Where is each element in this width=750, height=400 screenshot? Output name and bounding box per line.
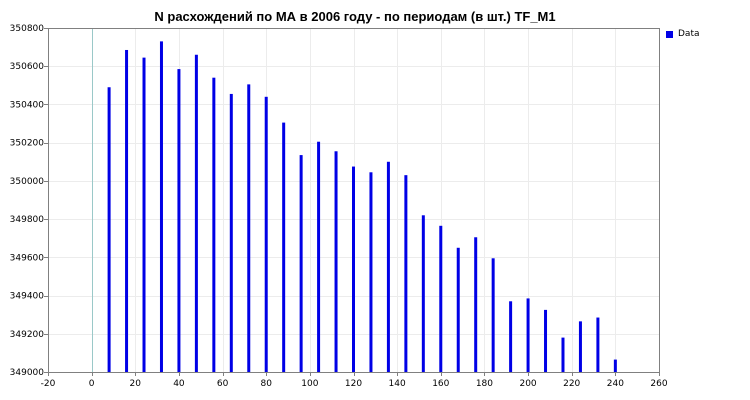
x-tick-label: 260 (650, 379, 667, 389)
x-tick-label: 160 (432, 379, 449, 389)
bar (125, 49, 129, 372)
y-tick-label: 350400 (10, 100, 45, 110)
bar (317, 141, 321, 372)
x-tick-label: 60 (217, 379, 229, 389)
x-tick-label: 0 (89, 379, 95, 389)
bar (282, 122, 286, 372)
x-tick-label: 80 (260, 379, 272, 389)
bar (107, 87, 111, 372)
axis-ticks: -20 0 20 40 60 80 100 120 140 160 180 200 220 240 260 3… (10, 24, 668, 389)
y-tick-label: 349000 (10, 368, 45, 378)
bar (421, 215, 425, 372)
bar (509, 301, 513, 372)
chart-title: N расхождений по МА в 2006 году - по пер… (154, 9, 556, 24)
x-tick-label: 200 (519, 379, 536, 389)
y-tick-label: 350800 (10, 24, 45, 34)
bar (474, 237, 478, 372)
y-tick-label: 349600 (10, 253, 45, 263)
x-tick-label: 240 (607, 379, 624, 389)
x-tick-label: 140 (389, 379, 406, 389)
x-tick-label: -20 (41, 379, 56, 389)
y-tick-label: 349800 (10, 215, 45, 225)
bar (194, 54, 198, 372)
legend: Data (666, 29, 700, 39)
plot-area-border (48, 28, 660, 373)
y-tick-label: 349400 (10, 292, 45, 302)
bar (264, 96, 268, 373)
x-tick-label: 100 (301, 379, 318, 389)
bar (544, 309, 548, 372)
bar-series (107, 41, 617, 373)
bar (386, 161, 390, 372)
bar (247, 84, 251, 372)
bar (352, 166, 355, 372)
bar (229, 93, 233, 372)
bar (561, 337, 565, 372)
bar (142, 57, 146, 372)
bar (456, 247, 460, 372)
bar (159, 41, 163, 372)
bar (369, 172, 373, 372)
x-tick-label: 40 (173, 379, 185, 389)
bar (578, 321, 582, 372)
y-tick-label: 350600 (10, 62, 45, 72)
bar (334, 151, 338, 372)
legend-swatch (666, 30, 673, 38)
bar (299, 155, 303, 372)
y-tick-label: 349200 (10, 330, 45, 340)
bar (404, 175, 408, 372)
y-tick-label: 350200 (10, 139, 45, 149)
bar (212, 77, 216, 372)
bar (613, 359, 617, 372)
bar (439, 225, 443, 372)
bar (596, 317, 600, 372)
x-tick-label: 120 (345, 379, 362, 389)
x-tick-label: 180 (476, 379, 493, 389)
y-tick-label: 350000 (10, 177, 45, 187)
bar (491, 258, 495, 372)
x-tick-label: 20 (130, 379, 142, 389)
legend-label: Data (678, 29, 700, 39)
x-tick-label: 220 (563, 379, 580, 389)
bar (177, 69, 181, 372)
bar (526, 298, 530, 372)
